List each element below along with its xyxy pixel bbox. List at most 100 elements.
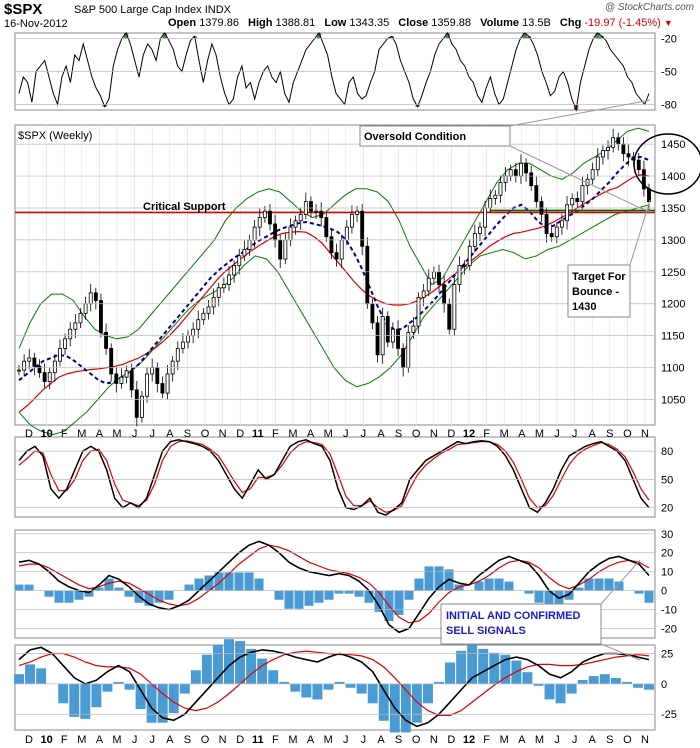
x-tick-label: M (324, 428, 333, 440)
tick-label-price-1: 1400 (661, 171, 685, 183)
x-tick-label: N (641, 734, 649, 746)
candle-body (396, 328, 400, 349)
x-tick-label: F (272, 428, 279, 440)
x-tick-label: F (483, 428, 490, 440)
histogram-bar-macd_1 (14, 584, 24, 591)
candle-body (216, 287, 221, 298)
candle-body (350, 213, 354, 228)
candle-body (606, 146, 610, 151)
x-tick-label: A (518, 428, 526, 440)
rsi-overbought-fill (445, 33, 450, 39)
candle-body (442, 284, 447, 305)
tick-label-macd_2-0: 25 (661, 649, 673, 661)
x-tick-label: 10 (40, 428, 52, 440)
histogram-bar-macd_2 (235, 641, 246, 684)
histogram-bar-macd_2 (588, 676, 599, 684)
x-tick-label: A (589, 428, 597, 440)
histogram-bar-macd_2 (69, 683, 80, 717)
histogram-bar-macd_1 (254, 578, 264, 591)
histogram-bar-macd_2 (124, 683, 135, 690)
chg-value: -19.97 (-1.45%) (584, 17, 661, 29)
oversold-label: Oversold Condition (364, 131, 466, 143)
x-tick-label: J (149, 428, 155, 440)
candle-body (150, 367, 155, 375)
candle-body (52, 360, 57, 374)
histogram-bar-macd_1 (44, 590, 54, 597)
x-tick-label: A (96, 428, 104, 440)
candle-body (319, 210, 324, 218)
histogram-bar-macd_1 (534, 590, 544, 603)
histogram-bar-macd_2 (411, 683, 422, 723)
histogram-bar-macd_1 (304, 590, 314, 606)
rsi-overbought-fill (124, 33, 129, 39)
candle-body (411, 325, 416, 333)
candle-body (360, 210, 365, 247)
x-tick-label: D (25, 734, 33, 746)
x-tick-label: S (606, 428, 613, 440)
candle-body (257, 217, 262, 228)
rsi-overbought-fill (526, 36, 532, 39)
candle-body (63, 338, 68, 349)
x-tick-label: O (412, 428, 421, 440)
candle-body (355, 210, 359, 215)
candle-body (426, 277, 431, 292)
candle-body (17, 369, 21, 372)
histogram-bar-macd_1 (274, 590, 284, 600)
ticker-symbol: $SPX (4, 1, 43, 18)
histogram-bar-macd_2 (400, 683, 411, 733)
x-tick-label: A (96, 734, 104, 746)
x-tick-label: O (201, 428, 210, 440)
histogram-bar-macd_1 (404, 590, 414, 600)
histogram-bar-macd_2 (268, 670, 279, 684)
histogram-bar-macd_1 (94, 587, 104, 591)
candle-body (503, 175, 508, 183)
rsi-overbought-fill (162, 33, 167, 39)
histogram-bar-macd_1 (234, 572, 244, 591)
candle-body (626, 153, 631, 158)
candle-body (155, 367, 160, 384)
x-tick-label: S (606, 734, 613, 746)
x-tick-label: J (554, 734, 560, 746)
macd-line-macd_2 (18, 646, 650, 728)
tick-label-price-0: 1450 (661, 139, 685, 151)
x-tick-label: O (412, 734, 421, 746)
candle-body (641, 169, 646, 190)
oversold-pointer-top (509, 99, 651, 127)
candle-body (437, 271, 441, 285)
target-label-line1: Target For (572, 271, 626, 283)
tick-label-rsi-1: -50 (661, 67, 677, 79)
candle-body (293, 220, 298, 228)
candle-body (268, 210, 272, 225)
signals-label-line1: INITIAL AND CONFIRMED (446, 610, 580, 622)
x-tick-label: N (219, 428, 227, 440)
histogram-bar-macd_2 (290, 683, 301, 692)
candle-body (88, 292, 93, 305)
candle-body (99, 300, 103, 333)
histogram-bar-macd_2 (456, 650, 467, 684)
candle-body (560, 220, 564, 228)
histogram-bar-macd_2 (246, 648, 257, 684)
histogram-bar-macd_2 (168, 683, 179, 713)
candle-body (124, 370, 129, 378)
x-tick-label: D (447, 428, 455, 440)
histogram-bar-macd_2 (489, 652, 500, 684)
histogram-bar-macd_1 (394, 590, 404, 615)
histogram-bar-macd_1 (364, 590, 374, 603)
histogram-bar-macd_1 (574, 587, 584, 591)
tick-label-macd_1-5: -20 (661, 624, 677, 636)
candle-body (175, 348, 180, 362)
candle-body (324, 217, 329, 238)
histogram-bar-macd_1 (24, 584, 34, 591)
histogram-bar-macd_1 (74, 590, 84, 600)
candle-body (140, 395, 144, 418)
x-tick-label: A (377, 734, 385, 746)
histogram-bar-macd_2 (201, 654, 212, 684)
histogram-bar-macd_2 (135, 683, 146, 710)
candle-body (529, 172, 534, 187)
candle-body (334, 252, 339, 260)
candle-body (401, 348, 406, 368)
candle-body (329, 236, 334, 254)
histogram-bar-macd_1 (414, 578, 424, 591)
histogram-bar-macd_2 (179, 683, 190, 694)
